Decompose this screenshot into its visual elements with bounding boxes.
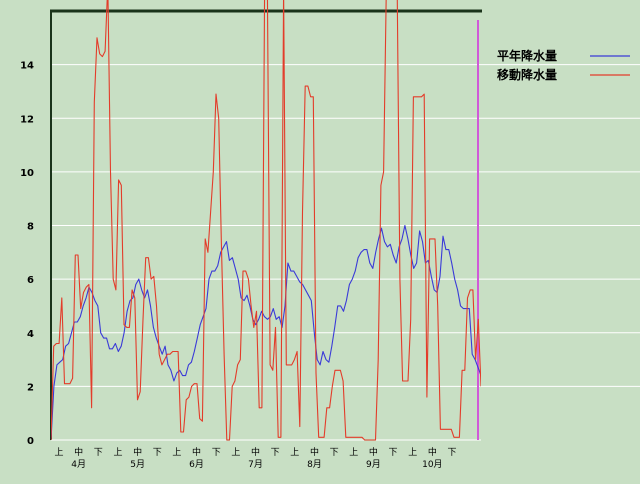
x-tick-label-16: 中 [369, 446, 378, 458]
month-label-0: 4月 [71, 459, 86, 470]
x-tick-label-20: 下 [447, 448, 456, 458]
series-line-0 [51, 224, 481, 441]
month-label-4: 8月 [307, 459, 322, 470]
x-tick-label-9: 上 [231, 447, 240, 458]
month-label-5: 9月 [366, 459, 381, 470]
legend-label-normal: 平年降水量 [497, 48, 557, 63]
x-tick-label-4: 中 [133, 446, 142, 458]
y-tick-label-12: 12 [20, 114, 34, 125]
x-tick-label-6: 上 [172, 447, 181, 458]
x-tick-label-12: 上 [290, 447, 299, 458]
legend-label-moving: 移動降水量 [497, 67, 557, 82]
series-line-1 [51, 0, 481, 441]
x-tick-label-14: 下 [330, 448, 339, 458]
x-tick-label-18: 上 [408, 447, 417, 458]
series-layer [51, 0, 481, 441]
month-label-1: 5月 [130, 459, 145, 470]
month-label-3: 7月 [248, 459, 263, 470]
x-tick-label-8: 下 [212, 448, 221, 458]
y-tick-label-0: 0 [27, 436, 34, 447]
legend: 平年降水量 移動降水量 [497, 48, 630, 82]
y-tick-label-8: 8 [27, 222, 34, 233]
x-tick-label-3: 上 [113, 447, 122, 458]
x-tick-label-1: 中 [74, 446, 83, 458]
axis-layer: 02468101214上中下上中下上中下上中下上中下上中下上中下4月 5月 6月 7月… [20, 9, 482, 470]
x-tick-label-17: 下 [389, 448, 398, 458]
x-tick-label-19: 中 [428, 446, 437, 458]
x-tick-label-7: 中 [192, 446, 201, 458]
month-label-6: 10月 [422, 459, 442, 470]
y-tick-label-6: 6 [27, 275, 34, 286]
x-tick-label-0: 上 [54, 447, 63, 458]
x-tick-label-2: 下 [94, 448, 103, 458]
x-tick-label-15: 上 [349, 447, 358, 458]
x-tick-label-13: 中 [310, 446, 319, 458]
y-tick-label-2: 2 [27, 382, 34, 393]
month-label-2: 6月 [189, 459, 204, 470]
y-tick-label-10: 10 [20, 168, 34, 179]
x-tick-label-10: 中 [251, 446, 260, 458]
x-tick-label-11: 下 [271, 448, 280, 458]
x-tick-label-5: 下 [153, 448, 162, 458]
y-tick-label-4: 4 [27, 329, 34, 340]
y-tick-label-14: 14 [20, 61, 34, 72]
grid-layer [51, 64, 640, 387]
